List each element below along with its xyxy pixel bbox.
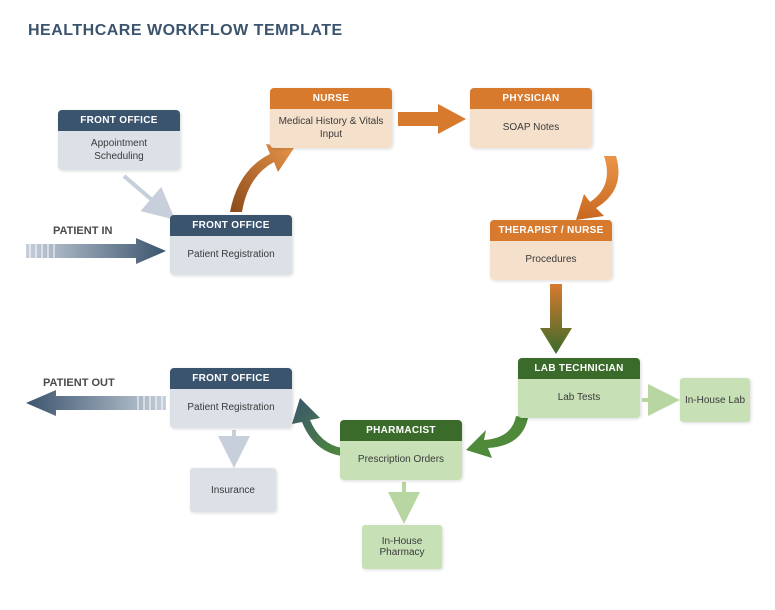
node-hdr: LAB TECHNICIAN [518,358,640,379]
node-hdr: THERAPIST / NURSE [490,220,612,241]
arrow-patient-in [26,236,166,266]
node-nurse: NURSE Medical History & Vitals Input [270,88,392,148]
node-body: SOAP Notes [470,109,592,148]
node-hdr: FRONT OFFICE [170,368,292,389]
node-hdr: PHARMACIST [340,420,462,441]
page-title: HEALTHCARE WORKFLOW TEMPLATE [28,22,343,40]
arrow-pharm-inhouse [394,482,414,522]
node-therapist: THERAPIST / NURSE Procedures [490,220,612,280]
node-hdr: FRONT OFFICE [170,215,292,236]
node-front-office-3: FRONT OFFICE Patient Registration [170,368,292,428]
arrow-nurse-physician [398,104,466,134]
node-body: Patient Registration [170,236,292,275]
box-inhouse-lab: In-House Lab [680,378,750,422]
node-pharmacist: PHARMACIST Prescription Orders [340,420,462,480]
node-body: Prescription Orders [340,441,462,480]
arrow-physician-therapist [560,150,640,230]
node-body: Medical History & Vitals Input [270,109,392,148]
node-hdr: PHYSICIAN [470,88,592,109]
node-body: Procedures [490,241,612,280]
node-body: Appointment Scheduling [58,131,180,170]
node-body: Lab Tests [518,379,640,418]
arrow-lab-pharmacist [464,412,534,462]
box-insurance: Insurance [190,468,276,512]
node-hdr: FRONT OFFICE [58,110,180,131]
arrow-lab-inhouse [642,390,678,410]
arrow-fo1-fo2 [120,172,180,222]
node-lab-tech: LAB TECHNICIAN Lab Tests [518,358,640,418]
node-front-office-1: FRONT OFFICE Appointment Scheduling [58,110,180,170]
node-body: Patient Registration [170,389,292,428]
arrow-fo3-insurance [224,430,244,466]
node-physician: PHYSICIAN SOAP Notes [470,88,592,148]
arrow-fo2-nurse [220,140,300,220]
diagram-canvas: HEALTHCARE WORKFLOW TEMPLATE PATIENT IN … [0,0,775,610]
node-front-office-2: FRONT OFFICE Patient Registration [170,215,292,275]
arrow-therapist-lab [536,284,576,354]
arrow-patient-out [26,388,166,418]
box-inhouse-pharmacy: In-House Pharmacy [362,525,442,569]
node-hdr: NURSE [270,88,392,109]
